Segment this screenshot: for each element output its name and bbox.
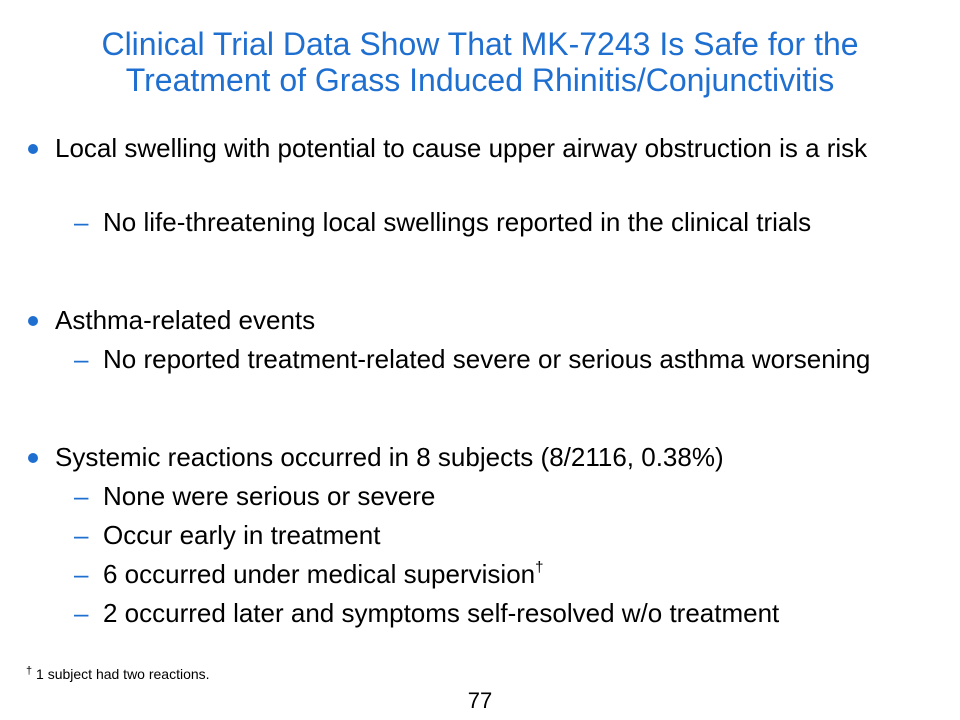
bullet-dot-icon <box>28 453 38 463</box>
dagger-superscript: † <box>535 559 544 576</box>
dash-icon: – <box>74 481 89 511</box>
page-number: 77 <box>467 688 493 713</box>
dash-icon: – <box>74 520 89 550</box>
footnote-mark: † <box>26 665 33 677</box>
sub-bullet-text: 6 occurred under medical supervision† <box>103 558 933 595</box>
bullet-dot-icon <box>28 316 38 326</box>
title-line-2: Treatment of Grass Induced Rhinitis/Conj… <box>125 62 835 98</box>
slide-title: Clinical Trial Data Show That MK-7243 Is… <box>20 26 940 98</box>
dash-icon: – <box>74 598 89 628</box>
footnote-text: 1 subject had two reactions. <box>32 666 210 682</box>
bullet-text: Asthma-related events <box>55 305 316 335</box>
sub-bullet-text: None were serious or severe <box>103 481 436 511</box>
dash-icon: – <box>74 207 89 237</box>
bullet-text: Systemic reactions occurred in 8 subject… <box>55 442 724 472</box>
sub-bullet-text: Occur early in treatment <box>103 520 381 550</box>
dash-icon: – <box>74 344 89 374</box>
sub-bullet-text-main: 6 occurred under medical supervision <box>103 559 536 589</box>
bullet-dot-icon <box>28 144 38 154</box>
sub-bullet-text: 2 occurred later and symptoms self-resol… <box>103 598 780 628</box>
sub-bullet-text: No life-threatening local swellings repo… <box>103 207 812 237</box>
sub-bullet-text: No reported treatment-related severe or … <box>103 344 871 374</box>
bullet-text: Local swelling with potential to cause u… <box>55 133 868 163</box>
dash-icon: – <box>74 559 89 589</box>
footnote: † 1 subject had two reactions. <box>26 665 210 685</box>
title-line-1: Clinical Trial Data Show That MK-7243 Is… <box>101 26 859 62</box>
